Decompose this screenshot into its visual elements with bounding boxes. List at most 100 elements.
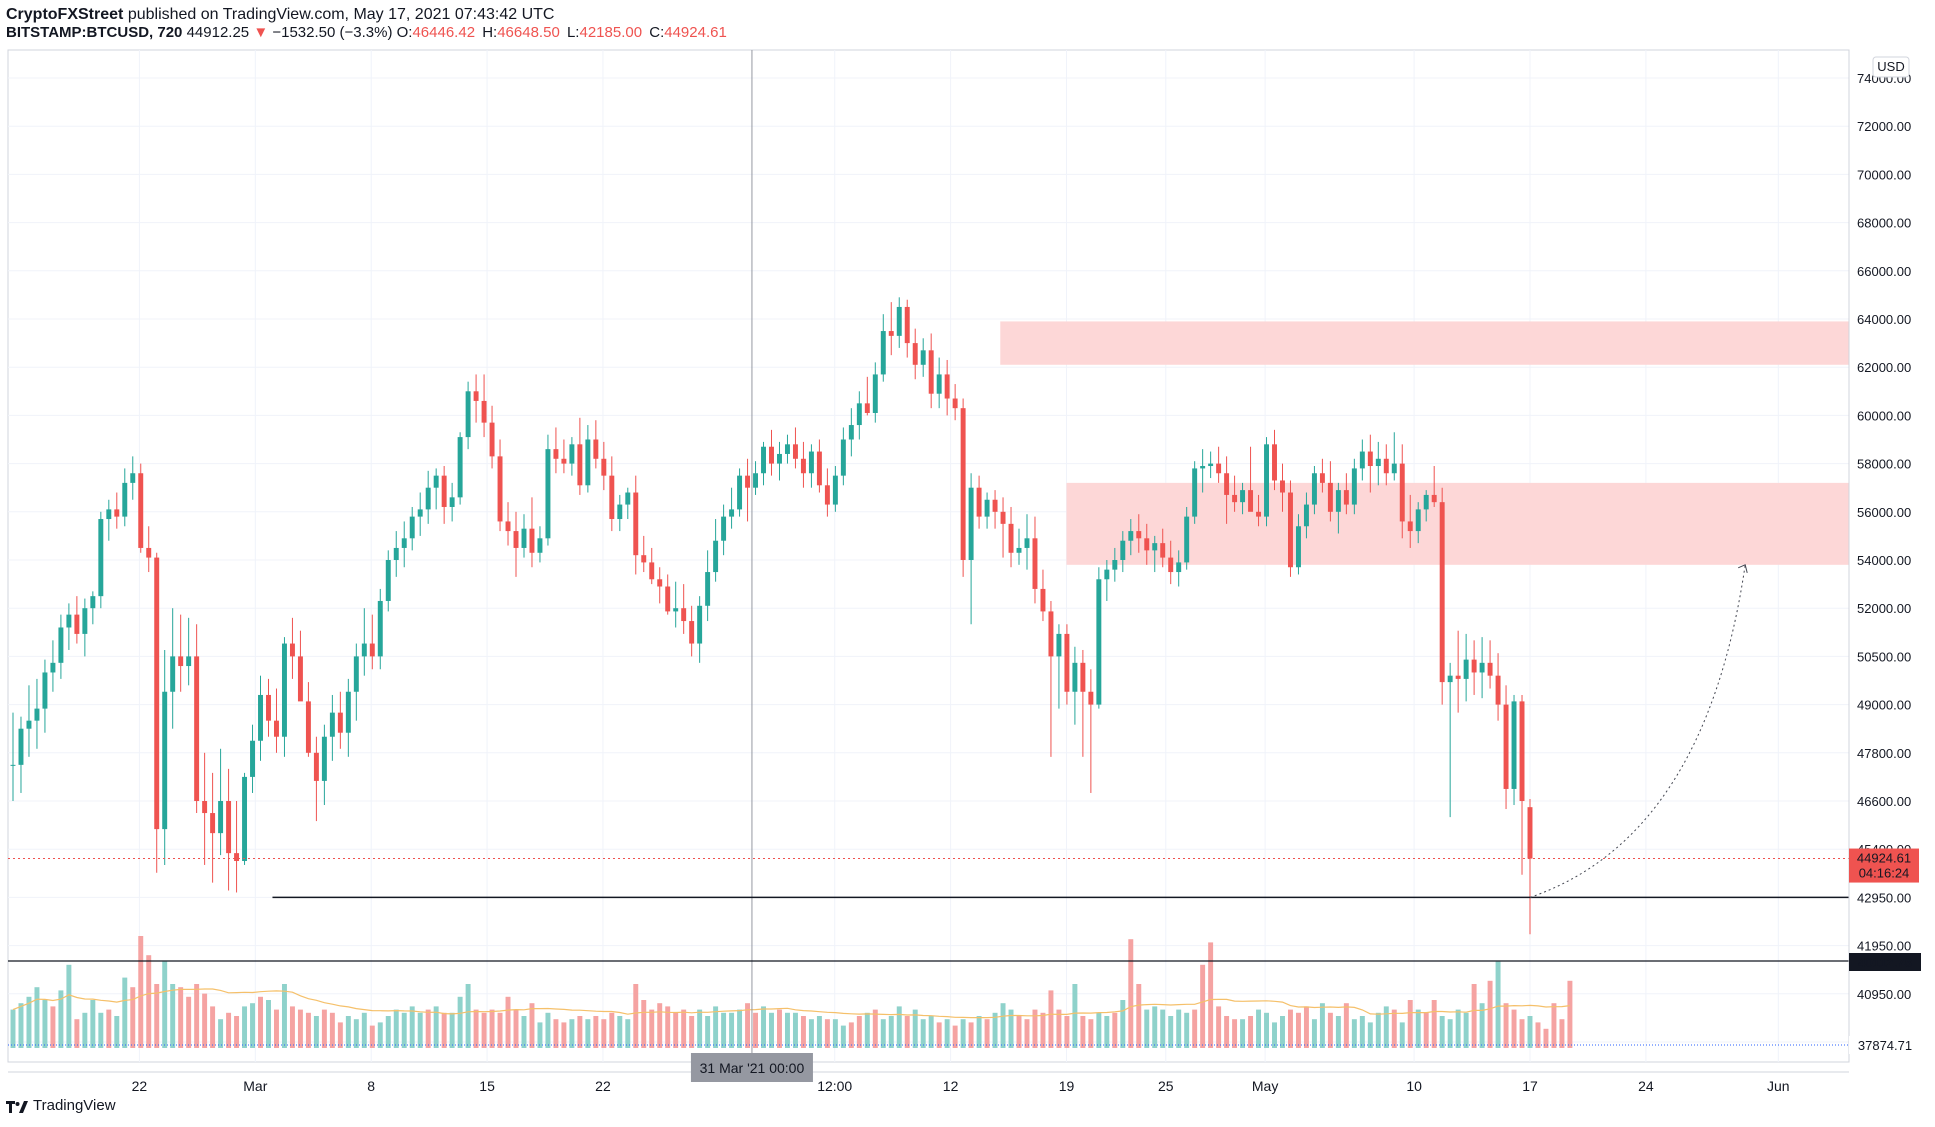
candle-body	[313, 752, 319, 781]
candle	[1096, 567, 1102, 709]
volume-bar	[1519, 1019, 1525, 1048]
price-axis[interactable]: 74000.0072000.0070000.0068000.0066000.00…	[1848, 50, 1921, 1062]
volume-bar	[665, 1006, 671, 1048]
candle	[154, 552, 160, 873]
candle	[90, 591, 96, 625]
time-tick-label: 12:00	[817, 1078, 852, 1094]
volume-bar	[66, 964, 72, 1048]
volume-bar	[1551, 1003, 1557, 1048]
candle	[936, 357, 942, 409]
level-price-badge	[1849, 953, 1921, 971]
price-tick-label: 41950.00	[1857, 939, 1911, 954]
currency-badge	[1872, 56, 1910, 78]
candle	[465, 381, 471, 450]
volume-bar	[1128, 939, 1134, 1048]
candle-body	[329, 712, 335, 737]
candle-body	[1375, 458, 1381, 467]
candle-body	[713, 540, 719, 573]
volume-bar	[1184, 1012, 1190, 1048]
candle-body	[1224, 473, 1230, 495]
candle	[792, 427, 798, 469]
candle-body	[433, 475, 439, 488]
last-price-label: 44924.61	[1857, 851, 1911, 866]
price-tick-label: 40950.00	[1857, 987, 1911, 1002]
candle-body	[401, 538, 407, 548]
high-value: 46648.50	[497, 24, 560, 41]
volume-bar	[1471, 984, 1477, 1048]
candle-body	[1016, 547, 1022, 553]
volume-bar	[321, 1009, 327, 1048]
volume-bar	[409, 1006, 415, 1048]
volume-bar	[585, 1019, 591, 1048]
candle	[202, 752, 208, 865]
candle	[297, 630, 303, 702]
author-name[interactable]: CryptoFXStreet	[6, 6, 124, 23]
candle-body	[1280, 480, 1285, 493]
candle-body	[976, 487, 982, 517]
candle	[457, 432, 463, 505]
volume-bar	[154, 984, 160, 1048]
price-tick-label: 52000.00	[1857, 601, 1911, 616]
candle-body	[1479, 662, 1485, 673]
time-tick-label: May	[1252, 1078, 1278, 1094]
time-tick-label: 19	[1059, 1078, 1075, 1094]
volume-bar	[1024, 1019, 1030, 1048]
candle	[1264, 437, 1269, 527]
volume-bar	[1016, 1016, 1022, 1048]
candle-body	[944, 374, 950, 399]
volume-bar	[1303, 1006, 1309, 1048]
candle-body	[178, 656, 184, 667]
candle	[681, 584, 687, 634]
volume-bar	[593, 1016, 599, 1048]
time-axis[interactable]: 22 Mar 8 15 22 12:00 12 19 25 May 10 17 24 Jun 31 Mar …	[8, 1053, 1849, 1094]
volume-bar	[904, 1016, 910, 1048]
resistance-zone	[1066, 482, 1849, 565]
candle-body	[1319, 473, 1325, 483]
candle	[1463, 633, 1469, 702]
volume-bar	[1375, 1012, 1381, 1048]
candle	[537, 526, 543, 563]
candle	[808, 444, 814, 488]
volume-bar	[1559, 1019, 1565, 1048]
chart-overlays	[8, 50, 1849, 1062]
candle-body	[50, 662, 56, 673]
volume-bar	[944, 1019, 950, 1048]
resistance-zone	[1000, 321, 1849, 365]
candle-body	[872, 374, 878, 413]
candle-body	[960, 408, 966, 560]
volume-bar	[505, 996, 511, 1048]
candle-body	[122, 482, 128, 517]
time-tick-label: Mar	[243, 1078, 267, 1094]
candle	[98, 511, 104, 609]
candle	[1359, 439, 1365, 481]
candle	[449, 482, 455, 522]
candle-body	[457, 437, 463, 498]
tradingview-logo[interactable]: TradingView	[6, 1096, 116, 1116]
volume-bar	[1256, 1009, 1262, 1048]
candle	[1040, 569, 1046, 622]
candle	[952, 384, 958, 421]
volume-bar	[186, 996, 192, 1048]
candle-body	[601, 458, 607, 476]
candle-body	[345, 691, 351, 733]
candle	[481, 374, 487, 438]
volume-bar	[561, 1022, 567, 1048]
candle	[1240, 482, 1246, 515]
volume-bar	[769, 1012, 774, 1048]
candle-body	[561, 458, 567, 464]
candle	[609, 456, 615, 532]
volume-bar	[649, 1009, 655, 1048]
candle	[976, 475, 982, 529]
candle	[505, 502, 511, 546]
candle-body	[721, 516, 727, 541]
candle	[713, 519, 719, 582]
volume-bar	[473, 1009, 479, 1048]
candle-body	[1407, 521, 1413, 532]
volume-bar	[681, 1009, 687, 1048]
volume-bar	[234, 1016, 240, 1048]
candle	[66, 603, 72, 650]
candle-body	[1447, 675, 1453, 683]
candle-body	[689, 621, 695, 644]
volume-bar	[353, 1019, 359, 1048]
